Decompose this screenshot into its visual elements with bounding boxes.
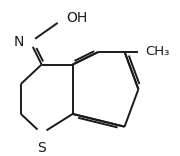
Text: S: S <box>37 141 46 155</box>
Text: OH: OH <box>67 11 88 25</box>
Text: CH₃: CH₃ <box>145 45 170 58</box>
Text: N: N <box>14 35 24 49</box>
